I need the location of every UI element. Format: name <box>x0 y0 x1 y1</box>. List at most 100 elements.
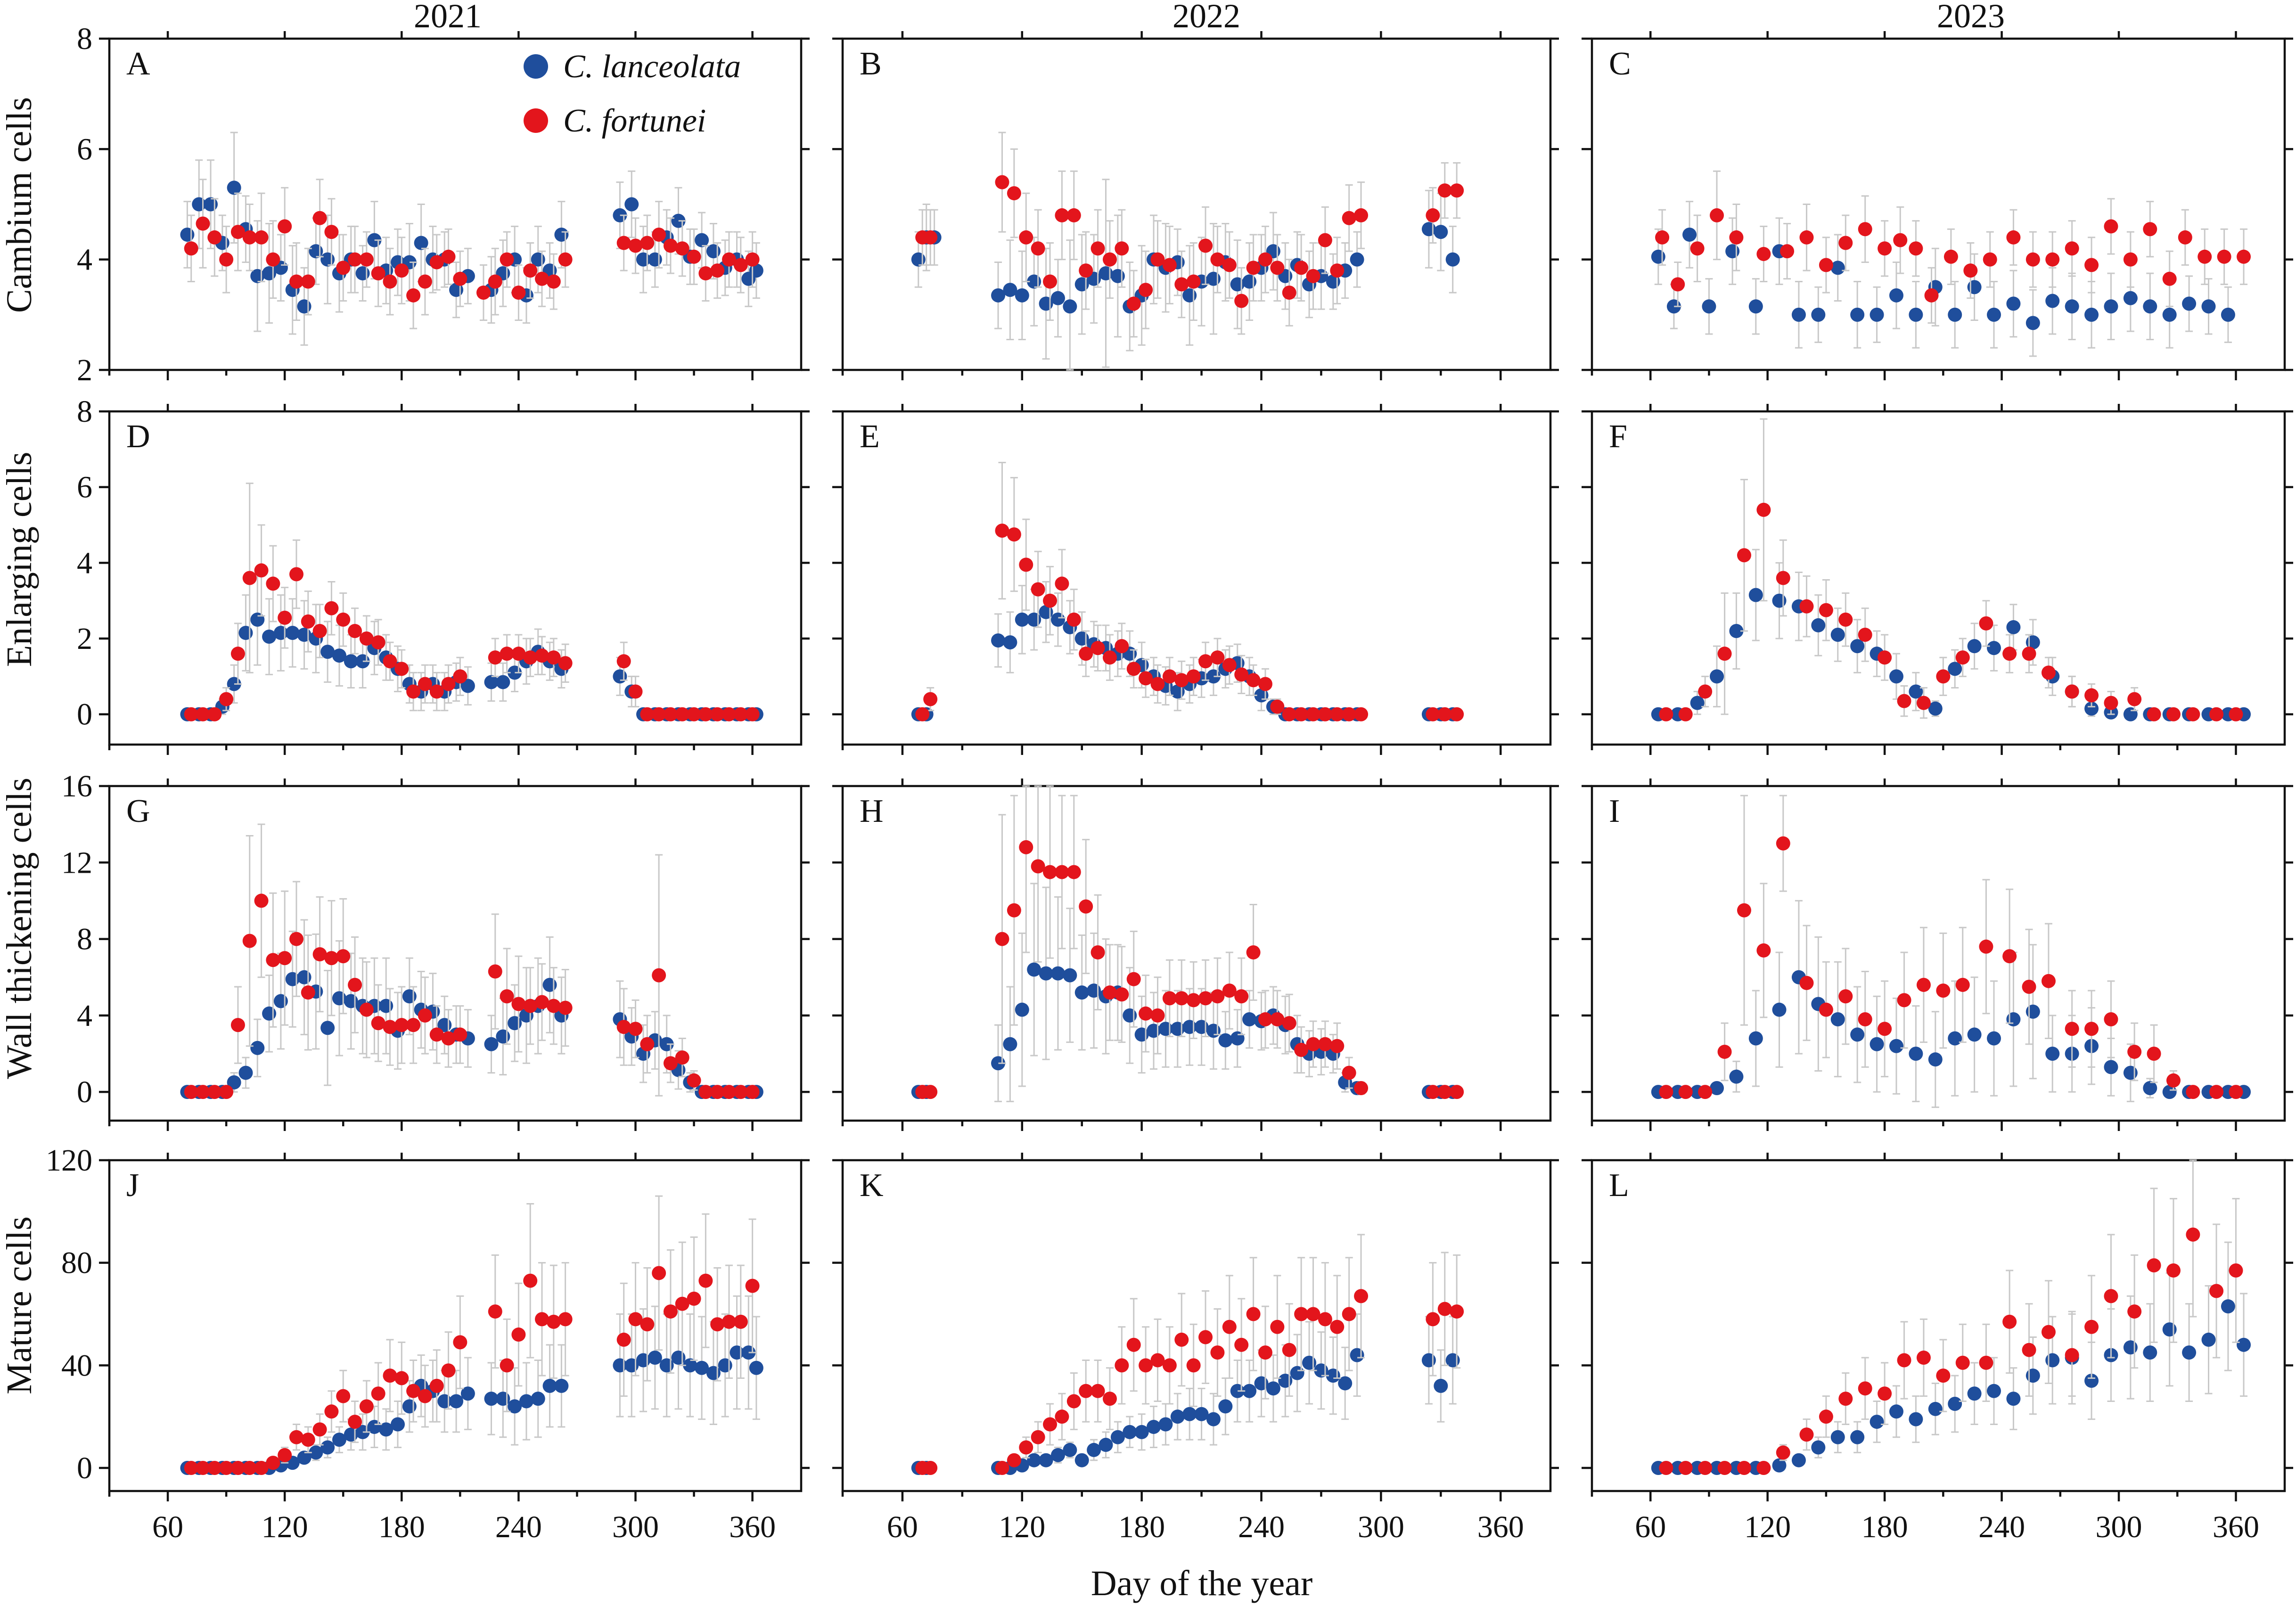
data-point <box>1091 241 1105 256</box>
data-point <box>546 999 561 1013</box>
data-point <box>1936 1368 1951 1383</box>
data-point <box>348 252 362 267</box>
data-point <box>1270 699 1285 714</box>
series-fortunei <box>184 823 760 1099</box>
data-point <box>371 1016 385 1031</box>
data-point <box>2221 1299 2235 1314</box>
data-point <box>1850 639 1865 654</box>
data-point <box>1222 658 1237 672</box>
data-point <box>1266 1381 1280 1396</box>
data-point <box>923 692 938 706</box>
data-point <box>441 249 456 264</box>
data-point <box>687 249 701 264</box>
data-point <box>1350 252 1364 267</box>
data-point <box>523 999 538 1013</box>
data-point <box>1354 1289 1369 1303</box>
data-point <box>2104 696 2118 710</box>
data-point <box>1924 288 1939 303</box>
data-point <box>523 263 538 278</box>
data-point <box>2045 294 2060 308</box>
data-point <box>2065 1022 2079 1036</box>
data-point <box>722 1085 736 1099</box>
data-point <box>1206 1024 1221 1038</box>
data-point <box>2221 307 2235 322</box>
data-point <box>1115 1358 1129 1373</box>
data-point <box>1043 1417 1058 1432</box>
data-point <box>1450 707 1464 721</box>
data-point <box>289 1430 303 1444</box>
data-point <box>648 1351 662 1365</box>
data-point <box>695 1360 709 1375</box>
data-point <box>1987 307 2001 322</box>
data-point <box>1710 1081 1724 1096</box>
data-point <box>332 1433 346 1447</box>
data-point <box>453 669 467 684</box>
data-point <box>1258 677 1272 691</box>
panel-letter: J <box>126 1167 139 1204</box>
data-point <box>1858 628 1872 642</box>
data-point <box>238 1065 253 1080</box>
data-point <box>2182 296 2197 311</box>
data-point <box>1139 1358 1153 1373</box>
data-point <box>2065 299 2079 314</box>
data-point <box>1967 280 1982 295</box>
data-point <box>1007 186 1021 201</box>
panel-letter: H <box>860 793 884 829</box>
data-point <box>266 252 280 267</box>
data-point <box>1079 899 1093 914</box>
data-point <box>698 1085 713 1099</box>
data-point <box>1772 1458 1787 1473</box>
data-point <box>2104 219 2118 234</box>
data-point <box>320 645 335 659</box>
panel-frame <box>1591 410 2286 746</box>
data-point <box>1234 294 1249 308</box>
series-fortunei <box>915 785 1464 1099</box>
data-point <box>923 230 938 245</box>
series-lanceolata <box>1651 900 2251 1108</box>
y-tick-label: 6 <box>77 132 92 166</box>
data-point <box>2084 307 2099 322</box>
data-point <box>745 1278 760 1293</box>
panel-letter: L <box>1609 1167 1629 1204</box>
data-point <box>2237 1337 2251 1352</box>
data-point <box>1737 1461 1751 1475</box>
data-point <box>262 630 277 644</box>
data-point <box>1174 1332 1189 1347</box>
panel-c: C <box>1582 31 2293 380</box>
data-point <box>1987 1384 2001 1398</box>
data-point <box>1246 945 1261 959</box>
data-point <box>2084 1374 2099 1388</box>
data-point <box>1050 612 1065 627</box>
data-point <box>324 951 339 966</box>
data-point <box>1222 1319 1237 1334</box>
data-point <box>2104 1289 2118 1303</box>
data-point <box>1811 618 1826 632</box>
data-point <box>2123 1065 2138 1080</box>
data-point <box>733 707 748 721</box>
data-point <box>1889 288 1903 303</box>
data-point <box>1150 677 1165 691</box>
data-point <box>1115 987 1129 1002</box>
data-point <box>1983 252 1997 267</box>
data-point <box>1445 252 1460 267</box>
data-point <box>254 1461 269 1475</box>
data-point <box>1434 225 1448 239</box>
data-point <box>1050 966 1065 981</box>
data-point <box>1682 227 1697 242</box>
data-point <box>2025 1368 2040 1383</box>
legend: C. lanceolata C. fortunei <box>524 49 741 139</box>
data-point <box>1772 593 1787 608</box>
y-tick-label: 0 <box>77 1451 92 1485</box>
data-point <box>336 612 351 627</box>
data-point <box>508 1399 522 1414</box>
data-point <box>429 684 444 699</box>
data-point <box>1063 968 1077 983</box>
data-point <box>312 947 327 962</box>
data-point <box>180 227 195 242</box>
data-point <box>1186 1358 1201 1373</box>
y-tick-label: 12 <box>61 845 92 880</box>
data-point <box>1948 662 1962 676</box>
data-point <box>1858 1381 1872 1396</box>
data-point <box>196 216 210 231</box>
